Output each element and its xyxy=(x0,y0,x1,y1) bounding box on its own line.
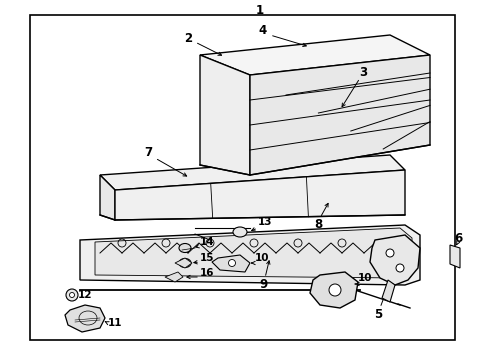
Ellipse shape xyxy=(66,289,78,301)
Polygon shape xyxy=(200,55,250,175)
Text: 4: 4 xyxy=(259,24,267,37)
Text: 10: 10 xyxy=(255,253,270,263)
Polygon shape xyxy=(370,235,420,285)
Polygon shape xyxy=(115,170,405,220)
Text: 2: 2 xyxy=(184,31,192,45)
Ellipse shape xyxy=(396,264,404,272)
Bar xyxy=(30,15,455,340)
Text: 6: 6 xyxy=(454,231,462,244)
Polygon shape xyxy=(175,258,192,268)
Text: 5: 5 xyxy=(374,307,382,320)
Text: 8: 8 xyxy=(314,217,322,230)
Polygon shape xyxy=(95,228,412,278)
Text: 16: 16 xyxy=(200,268,215,278)
Text: 1: 1 xyxy=(256,4,264,17)
Polygon shape xyxy=(100,175,115,220)
Ellipse shape xyxy=(386,249,394,257)
Text: 3: 3 xyxy=(359,67,367,80)
Ellipse shape xyxy=(329,284,341,296)
Polygon shape xyxy=(450,245,460,268)
Text: 9: 9 xyxy=(259,278,267,291)
Ellipse shape xyxy=(179,243,191,252)
Polygon shape xyxy=(382,280,395,302)
Polygon shape xyxy=(250,55,430,175)
Ellipse shape xyxy=(70,292,74,297)
Polygon shape xyxy=(310,272,358,308)
Text: 12: 12 xyxy=(78,290,93,300)
Text: 7: 7 xyxy=(144,147,152,159)
Polygon shape xyxy=(165,272,183,282)
Ellipse shape xyxy=(233,227,247,237)
Text: 13: 13 xyxy=(258,217,272,227)
Polygon shape xyxy=(100,155,405,190)
Text: 15: 15 xyxy=(200,253,215,263)
Polygon shape xyxy=(65,305,105,332)
Text: 10: 10 xyxy=(358,273,372,283)
Text: 14: 14 xyxy=(200,237,215,247)
Polygon shape xyxy=(212,255,250,272)
Polygon shape xyxy=(200,35,430,75)
Ellipse shape xyxy=(228,260,236,266)
Polygon shape xyxy=(80,225,420,285)
Text: 11: 11 xyxy=(108,318,122,328)
